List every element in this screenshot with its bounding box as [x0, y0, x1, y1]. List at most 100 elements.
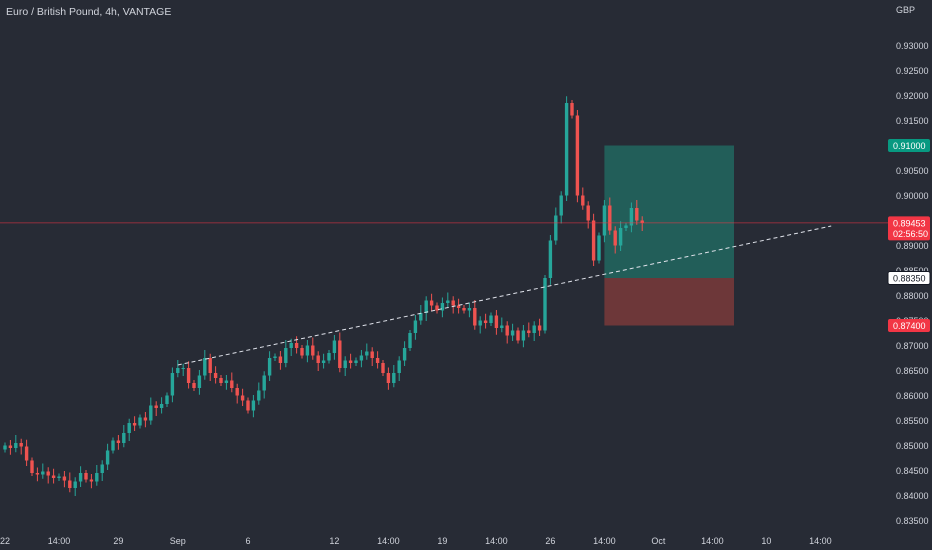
candle-body [392, 373, 396, 383]
candle [483, 313, 488, 329]
candle [581, 187, 585, 210]
candle [300, 345, 304, 359]
y-tick-label: 0.92500 [896, 66, 929, 76]
candle [419, 305, 423, 325]
candle [311, 337, 315, 360]
candle-body [608, 205, 612, 231]
candle-body [289, 343, 293, 348]
candle-body [278, 356, 283, 363]
stop-loss-zone[interactable] [604, 278, 734, 326]
stop-price-label-box [888, 319, 930, 332]
y-tick-label: 0.90000 [896, 191, 929, 201]
candle [122, 425, 126, 448]
trendline[interactable] [177, 225, 832, 366]
candle [532, 321, 536, 341]
y-tick-label: 0.89000 [896, 241, 929, 251]
candle-body [240, 395, 245, 401]
candle-body [365, 351, 369, 356]
candle [516, 327, 520, 344]
candle-body [413, 320, 418, 333]
candle [68, 472, 72, 493]
candle-body [640, 220, 644, 223]
candle [230, 372, 234, 393]
candle [505, 321, 509, 344]
candle [332, 335, 337, 360]
candle-body [149, 405, 153, 421]
entry-price-label-text: 0.88350 [893, 274, 926, 284]
candle-body [257, 390, 261, 401]
candle-body [176, 368, 180, 373]
candle-body [575, 115, 580, 196]
candle-body [14, 443, 18, 448]
candle-body [408, 333, 412, 348]
y-tick-label: 0.85000 [896, 441, 929, 451]
y-tick-label: 0.84500 [896, 466, 929, 476]
candle [527, 322, 531, 338]
target-price-label-text: 0.91000 [893, 141, 926, 151]
candle [597, 232, 601, 264]
candle [478, 316, 482, 334]
candle [613, 226, 617, 254]
candle-body [419, 313, 423, 321]
y-tick-label: 0.83500 [896, 516, 929, 526]
candle [267, 351, 272, 381]
candle-body [51, 475, 56, 478]
candle-body [581, 195, 585, 206]
profit-zone[interactable] [604, 145, 734, 279]
y-tick-label: 0.92000 [896, 91, 929, 101]
candle-body [235, 388, 239, 396]
candle [494, 310, 499, 335]
candle [14, 435, 18, 453]
candle [116, 435, 121, 450]
candle [181, 363, 185, 376]
candle [446, 292, 450, 308]
candle-body [30, 460, 34, 473]
candle-body [375, 358, 380, 363]
x-tick-label: 26 [545, 536, 555, 546]
candle-body [316, 355, 320, 363]
candle-body [111, 440, 115, 451]
candle-body [500, 325, 504, 328]
y-tick-label: 0.85500 [896, 416, 929, 426]
candle [424, 296, 428, 321]
candle-body [451, 300, 455, 306]
candle-body [208, 358, 212, 373]
candle [618, 221, 623, 251]
candle [473, 300, 477, 330]
candle-body [105, 450, 110, 465]
x-tick-label: 14:00 [593, 536, 616, 546]
x-tick-label: 6 [245, 536, 250, 546]
candle-body [348, 360, 353, 363]
y-tick-label: 0.87000 [896, 341, 929, 351]
candle [429, 293, 434, 311]
candle-body [440, 303, 445, 311]
candle-body [370, 351, 374, 358]
candle [170, 367, 175, 403]
candle-body [537, 325, 542, 331]
candle [564, 96, 569, 201]
candle-body [332, 340, 337, 353]
candle [192, 380, 196, 391]
candle [224, 375, 229, 390]
target-price-label: 0.91000 [888, 139, 930, 152]
candle-body [597, 235, 601, 261]
candle [316, 351, 320, 371]
candle [84, 470, 88, 483]
candle-body [213, 373, 218, 378]
candle [213, 366, 218, 384]
candle-body [613, 230, 617, 246]
candle [57, 473, 61, 481]
candle-body [424, 300, 428, 313]
candle-body [284, 348, 288, 363]
candle [95, 465, 99, 486]
candle-body [478, 320, 482, 326]
candle-body [62, 476, 67, 481]
y-tick-label: 0.90500 [896, 166, 929, 176]
candle-body [57, 476, 61, 478]
candle-body [41, 471, 45, 475]
y-tick-label: 0.93000 [896, 41, 929, 51]
x-tick-label: 14:00 [809, 536, 832, 546]
candle-body [505, 325, 509, 336]
candle [251, 395, 256, 418]
